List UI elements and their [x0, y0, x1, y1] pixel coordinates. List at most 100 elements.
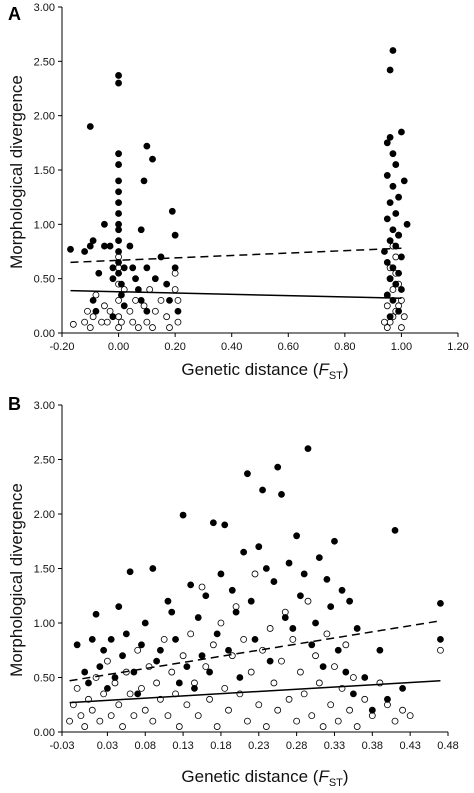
panel-b-open-point: [66, 717, 73, 725]
panel-a-filled-point: [89, 296, 97, 304]
panel-b-filled-point: [285, 559, 293, 567]
panel-b: B Morphological divergence Genetic dista…: [7, 394, 459, 789]
panel-a-y-tick-label: 0.00: [34, 328, 55, 340]
panel-a-filled-point: [383, 291, 391, 299]
panel-b-filled-point: [289, 625, 297, 632]
panel-a-filled-point: [115, 269, 122, 277]
panel-b-filled-point: [104, 685, 111, 692]
panel-b-filled-point: [262, 565, 270, 572]
panel-a-filled-point: [81, 248, 89, 255]
panel-b-filled-point: [361, 674, 369, 681]
panel-a-open-point: [398, 324, 405, 331]
panel-a-filled-point: [115, 150, 122, 158]
panel-a-open-point: [86, 324, 94, 331]
panel-b-filled-point: [236, 674, 244, 681]
panel-a-open-point: [151, 307, 159, 315]
panel-b-filled-point: [206, 668, 213, 676]
panel-a-open-point: [383, 324, 391, 331]
panel-a-filled-point: [115, 199, 122, 207]
panel-b-filled-point: [331, 537, 338, 545]
panel-b-filled-point: [187, 581, 195, 589]
panel-b-filled-point: [300, 570, 308, 578]
panel-a-filled-point: [386, 275, 394, 283]
panel-b-filled-point: [141, 619, 149, 627]
panel-a-open-point: [174, 296, 182, 304]
panel-b-filled-point: [156, 646, 164, 654]
panel-b-open-point: [96, 717, 104, 725]
panel-b-open-point: [130, 712, 138, 720]
panel-b-y-tick-label: 2.50: [34, 455, 55, 467]
panel-b-open-point: [217, 619, 225, 627]
panel-a-filled-point: [168, 207, 176, 215]
panel-b-open-point: [274, 706, 282, 714]
panel-a-filled-point: [163, 280, 171, 288]
panel-a-open-point: [103, 318, 111, 326]
panel-a-filled-point: [392, 280, 400, 288]
panel-b-open-point: [285, 695, 293, 703]
panel-a-open-point: [134, 324, 142, 331]
panel-b-filled-point: [232, 608, 240, 616]
panel-b-open-point: [308, 712, 316, 720]
panel-b-filled-point: [342, 668, 350, 676]
panel-b-y-tick-label: 3.00: [34, 400, 55, 412]
panel-a-open-point: [81, 318, 89, 326]
panel-a-x-axis-label: Genetic distance (FST): [181, 360, 348, 382]
panel-a-filled-point: [149, 155, 156, 163]
panel-a-filled-point: [115, 248, 122, 255]
panel-a-dashed-trendline: [70, 247, 402, 264]
panel-b-filled-point: [319, 663, 327, 670]
panel-b-y-tick-label: 1.00: [34, 618, 55, 630]
panel-b-open-point: [221, 685, 229, 692]
panel-b-filled-point: [115, 603, 123, 611]
panel-a-open-point: [146, 286, 154, 293]
panel-a-x-tick-label: 1.00: [391, 341, 412, 353]
panel-a-filled-point: [109, 313, 117, 321]
panel-b-open-point: [126, 690, 134, 698]
panel-b-open-point: [406, 712, 414, 720]
panel-a-filled-point: [389, 226, 397, 234]
panel-a-open-point: [84, 307, 91, 315]
panel-b-open-point: [194, 712, 202, 720]
panel-a-filled-point: [392, 210, 400, 217]
panel-a-filled-point: [101, 220, 108, 228]
panel-b-open-point: [134, 646, 142, 654]
panel-b-open-point: [255, 701, 263, 709]
panel-b-filled-point: [368, 706, 376, 714]
panel-b-filled-point: [138, 641, 145, 649]
panel-b-filled-point: [153, 657, 161, 665]
panel-a-filled-point: [398, 253, 405, 261]
panel-b-filled-point: [198, 652, 206, 660]
panel-b-open-point: [81, 723, 89, 730]
panel-a-filled-point: [115, 177, 122, 185]
panel-b-open-point: [164, 712, 172, 720]
panel-b-x-tick-label: 0.28: [286, 740, 307, 752]
panel-a-open-point: [174, 318, 182, 326]
panel-b-filled-point: [225, 646, 232, 654]
panel-a-x-tick-label: 0.40: [221, 341, 242, 353]
panel-b-open-point: [107, 712, 115, 720]
panel-b-x-tick-label: 0.38: [362, 740, 383, 752]
panel-b-filled-point: [194, 614, 202, 621]
panel-b-open-point: [399, 706, 406, 714]
panel-b-open-point: [304, 597, 312, 605]
panel-b-filled-point: [255, 543, 263, 551]
panel-b-open-point: [179, 652, 187, 660]
panel-b-open-point: [149, 717, 157, 725]
panel-a-filled-point: [129, 264, 137, 272]
panel-b-open-point: [327, 701, 335, 709]
panel-a-filled-point: [67, 245, 74, 253]
panel-a-open-point: [89, 313, 97, 321]
panel-b-filled-point: [100, 646, 108, 654]
panel-a-filled-point: [115, 210, 122, 217]
panel-a-y-tick-label: 3.00: [34, 2, 55, 14]
panel-a-filled-point: [137, 296, 145, 304]
panel-b-filled-point: [391, 526, 399, 534]
panel-b-filled-point: [293, 532, 301, 540]
panel-a-filled-point: [109, 275, 117, 283]
panel-a-filled-point: [115, 79, 122, 87]
panel-a-open-point: [129, 318, 137, 326]
panel-a-filled-point: [171, 264, 179, 272]
panel-a-y-tick-label: 1.00: [34, 219, 55, 231]
panel-b-open-point: [289, 635, 297, 643]
panel-b-open-point: [312, 652, 319, 660]
